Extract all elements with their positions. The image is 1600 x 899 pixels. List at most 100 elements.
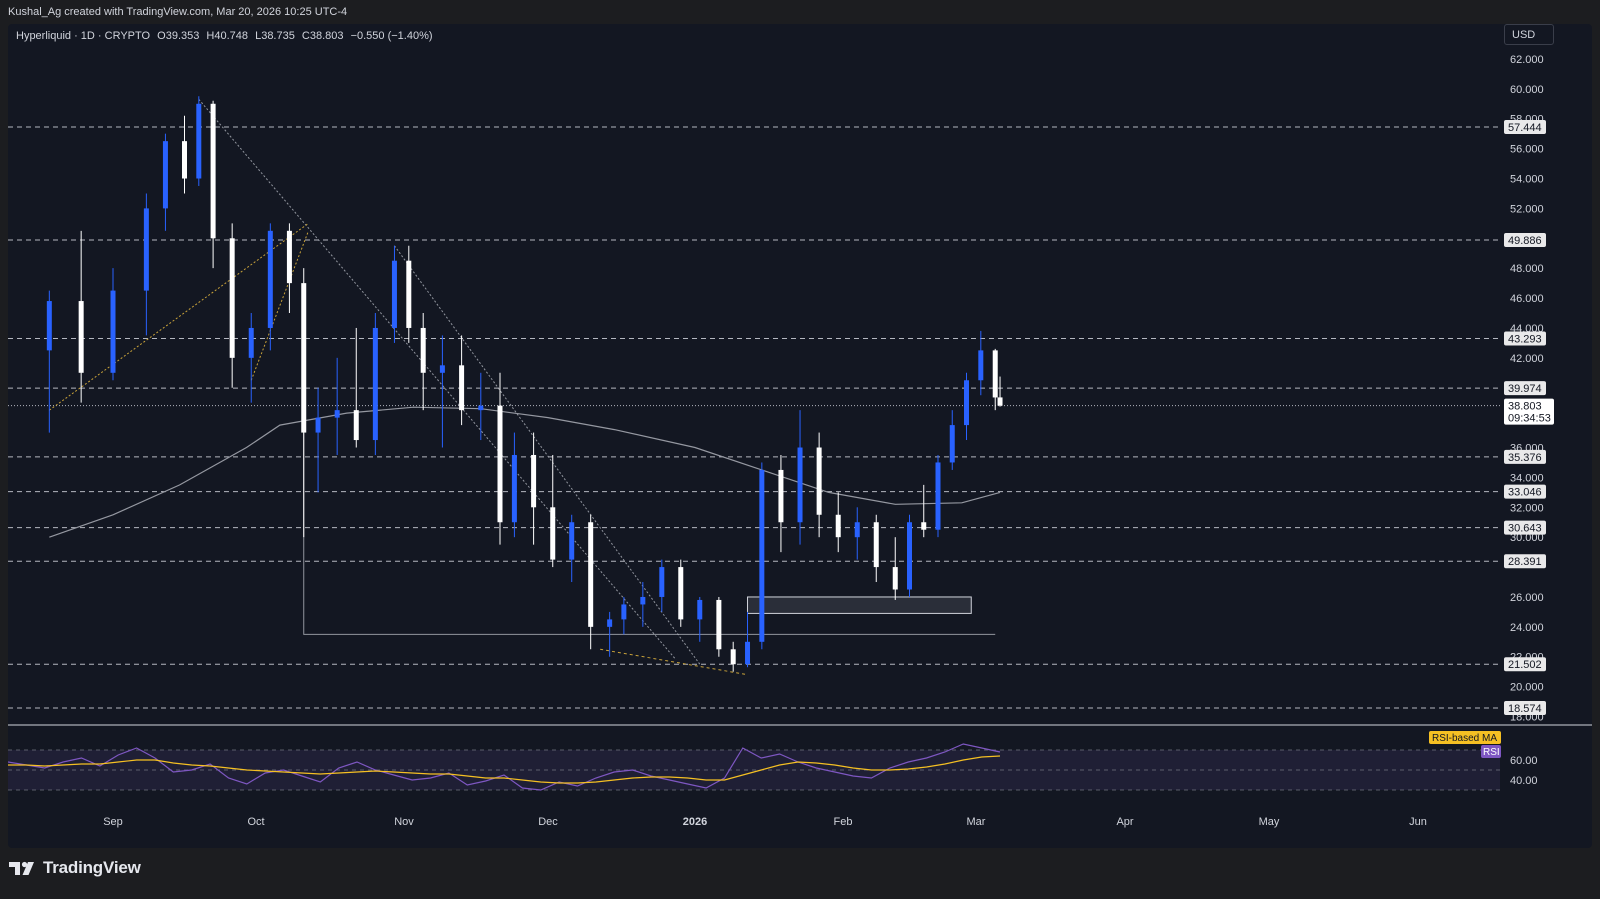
trend-drawings	[49, 98, 996, 676]
time-tick-label: Nov	[394, 816, 414, 828]
candle	[267, 223, 273, 351]
candle-body	[759, 469, 765, 642]
level-label-text: 28.391	[1508, 556, 1542, 568]
candle-body	[478, 405, 484, 411]
candle-body	[854, 522, 860, 538]
trendline-drawing	[394, 245, 701, 665]
candle	[588, 514, 594, 650]
candle	[182, 115, 187, 194]
candle	[531, 432, 537, 545]
candle	[143, 193, 149, 336]
channel-line	[250, 230, 309, 381]
level-label: 49.886	[1504, 232, 1546, 247]
candle	[406, 245, 412, 343]
candle	[550, 454, 556, 568]
rsi-ma-legend-bg	[1429, 731, 1501, 744]
level-label-bg	[1504, 381, 1546, 396]
candle	[607, 611, 613, 657]
symbol-legend[interactable]: Hyperliquid · 1D · CRYPTO O39.353 H40.74…	[16, 30, 437, 42]
candle-body	[697, 599, 703, 620]
candle-body	[334, 410, 340, 418]
candle-body	[835, 514, 841, 538]
candle-body	[267, 230, 273, 328]
rsi-tick-label: 40.00	[1510, 775, 1538, 787]
level-label-bg	[1504, 657, 1546, 672]
level-label-bg	[1504, 554, 1546, 569]
time-tick-label: Apr	[1116, 816, 1133, 828]
candle-body	[588, 522, 594, 627]
candle	[759, 462, 765, 650]
level-label-bg	[1504, 120, 1546, 135]
candle	[997, 376, 1003, 407]
candle	[835, 492, 841, 553]
candle-body	[210, 103, 216, 239]
candle-body	[569, 522, 575, 560]
candle	[315, 387, 321, 493]
candle	[778, 454, 784, 553]
candle-body	[607, 619, 613, 627]
candle-body	[935, 462, 941, 530]
currency-selector[interactable]: USD	[1504, 24, 1554, 45]
candle	[420, 313, 426, 411]
candle-body	[511, 454, 517, 523]
rsi-legend-tag: RSI	[1481, 745, 1501, 758]
candle-body	[162, 141, 168, 209]
chart-panel[interactable]: 62.000 60.000 58.000 56.000 54.000 52.000 48.0…	[8, 24, 1592, 848]
low-value: L38.735	[255, 30, 295, 42]
level-label-text: 33.046	[1508, 487, 1542, 499]
level-label: 35.376	[1504, 449, 1546, 464]
candle	[248, 313, 254, 403]
tradingview-logo[interactable]: TradingView	[9, 858, 141, 878]
candle-body	[873, 522, 879, 568]
candle-body	[640, 596, 646, 605]
last-price-bg	[1504, 398, 1554, 425]
candle	[459, 335, 465, 426]
candle-body	[78, 301, 84, 373]
time-tick-label: Sep	[103, 816, 123, 828]
candle	[334, 357, 340, 455]
candle-body	[921, 522, 927, 530]
channel-line	[49, 222, 309, 411]
candle-body	[439, 365, 445, 373]
level-label-bg	[1504, 449, 1546, 464]
candle	[210, 100, 216, 269]
candle	[949, 410, 955, 470]
rsi-line	[8, 743, 1001, 791]
level-label: 18.574	[1504, 700, 1546, 715]
candle-body	[353, 410, 359, 441]
candle	[640, 582, 646, 627]
price-tick-label: 32.000	[1510, 502, 1544, 514]
candle-body	[497, 405, 503, 523]
rsi-tick-label: 60.00	[1510, 755, 1538, 767]
level-label-text: 57.444	[1508, 122, 1542, 134]
moving-average-layer	[49, 406, 1001, 538]
level-label-text: 21.502	[1508, 659, 1542, 671]
attribution-bar: Kushal_Ag created with TradingView.com, …	[0, 0, 1600, 24]
candle-body	[531, 454, 537, 508]
candle-body	[892, 567, 898, 590]
footer-bar: TradingView	[0, 848, 1600, 899]
candle-body	[406, 260, 412, 328]
candle-body	[248, 327, 254, 358]
last-price-value: 38.803	[1508, 401, 1542, 413]
chart-canvas[interactable]: 62.00060.00058.00056.00054.00052.00048.0…	[8, 24, 1592, 848]
candle-body	[315, 417, 321, 433]
divergence-line	[600, 648, 748, 676]
candle	[301, 268, 307, 538]
level-label-bg	[1504, 232, 1546, 247]
candle	[372, 313, 378, 455]
candle-body	[659, 567, 665, 597]
candle	[854, 507, 860, 560]
candle	[162, 133, 168, 231]
symbol-name[interactable]: Hyperliquid · 1D · CRYPTO	[16, 30, 151, 42]
candle-body	[730, 649, 736, 665]
rsi-ma-legend-text: RSI-based MA	[1432, 733, 1497, 744]
time-tick-label: Mar	[967, 816, 986, 828]
candle	[697, 596, 703, 642]
moving-average-line	[49, 406, 1001, 538]
candle-body	[964, 380, 969, 426]
high-value: H40.748	[206, 30, 249, 42]
price-tick-label: 48.000	[1510, 263, 1544, 275]
candle-body	[678, 567, 684, 620]
candle-body	[286, 230, 292, 284]
